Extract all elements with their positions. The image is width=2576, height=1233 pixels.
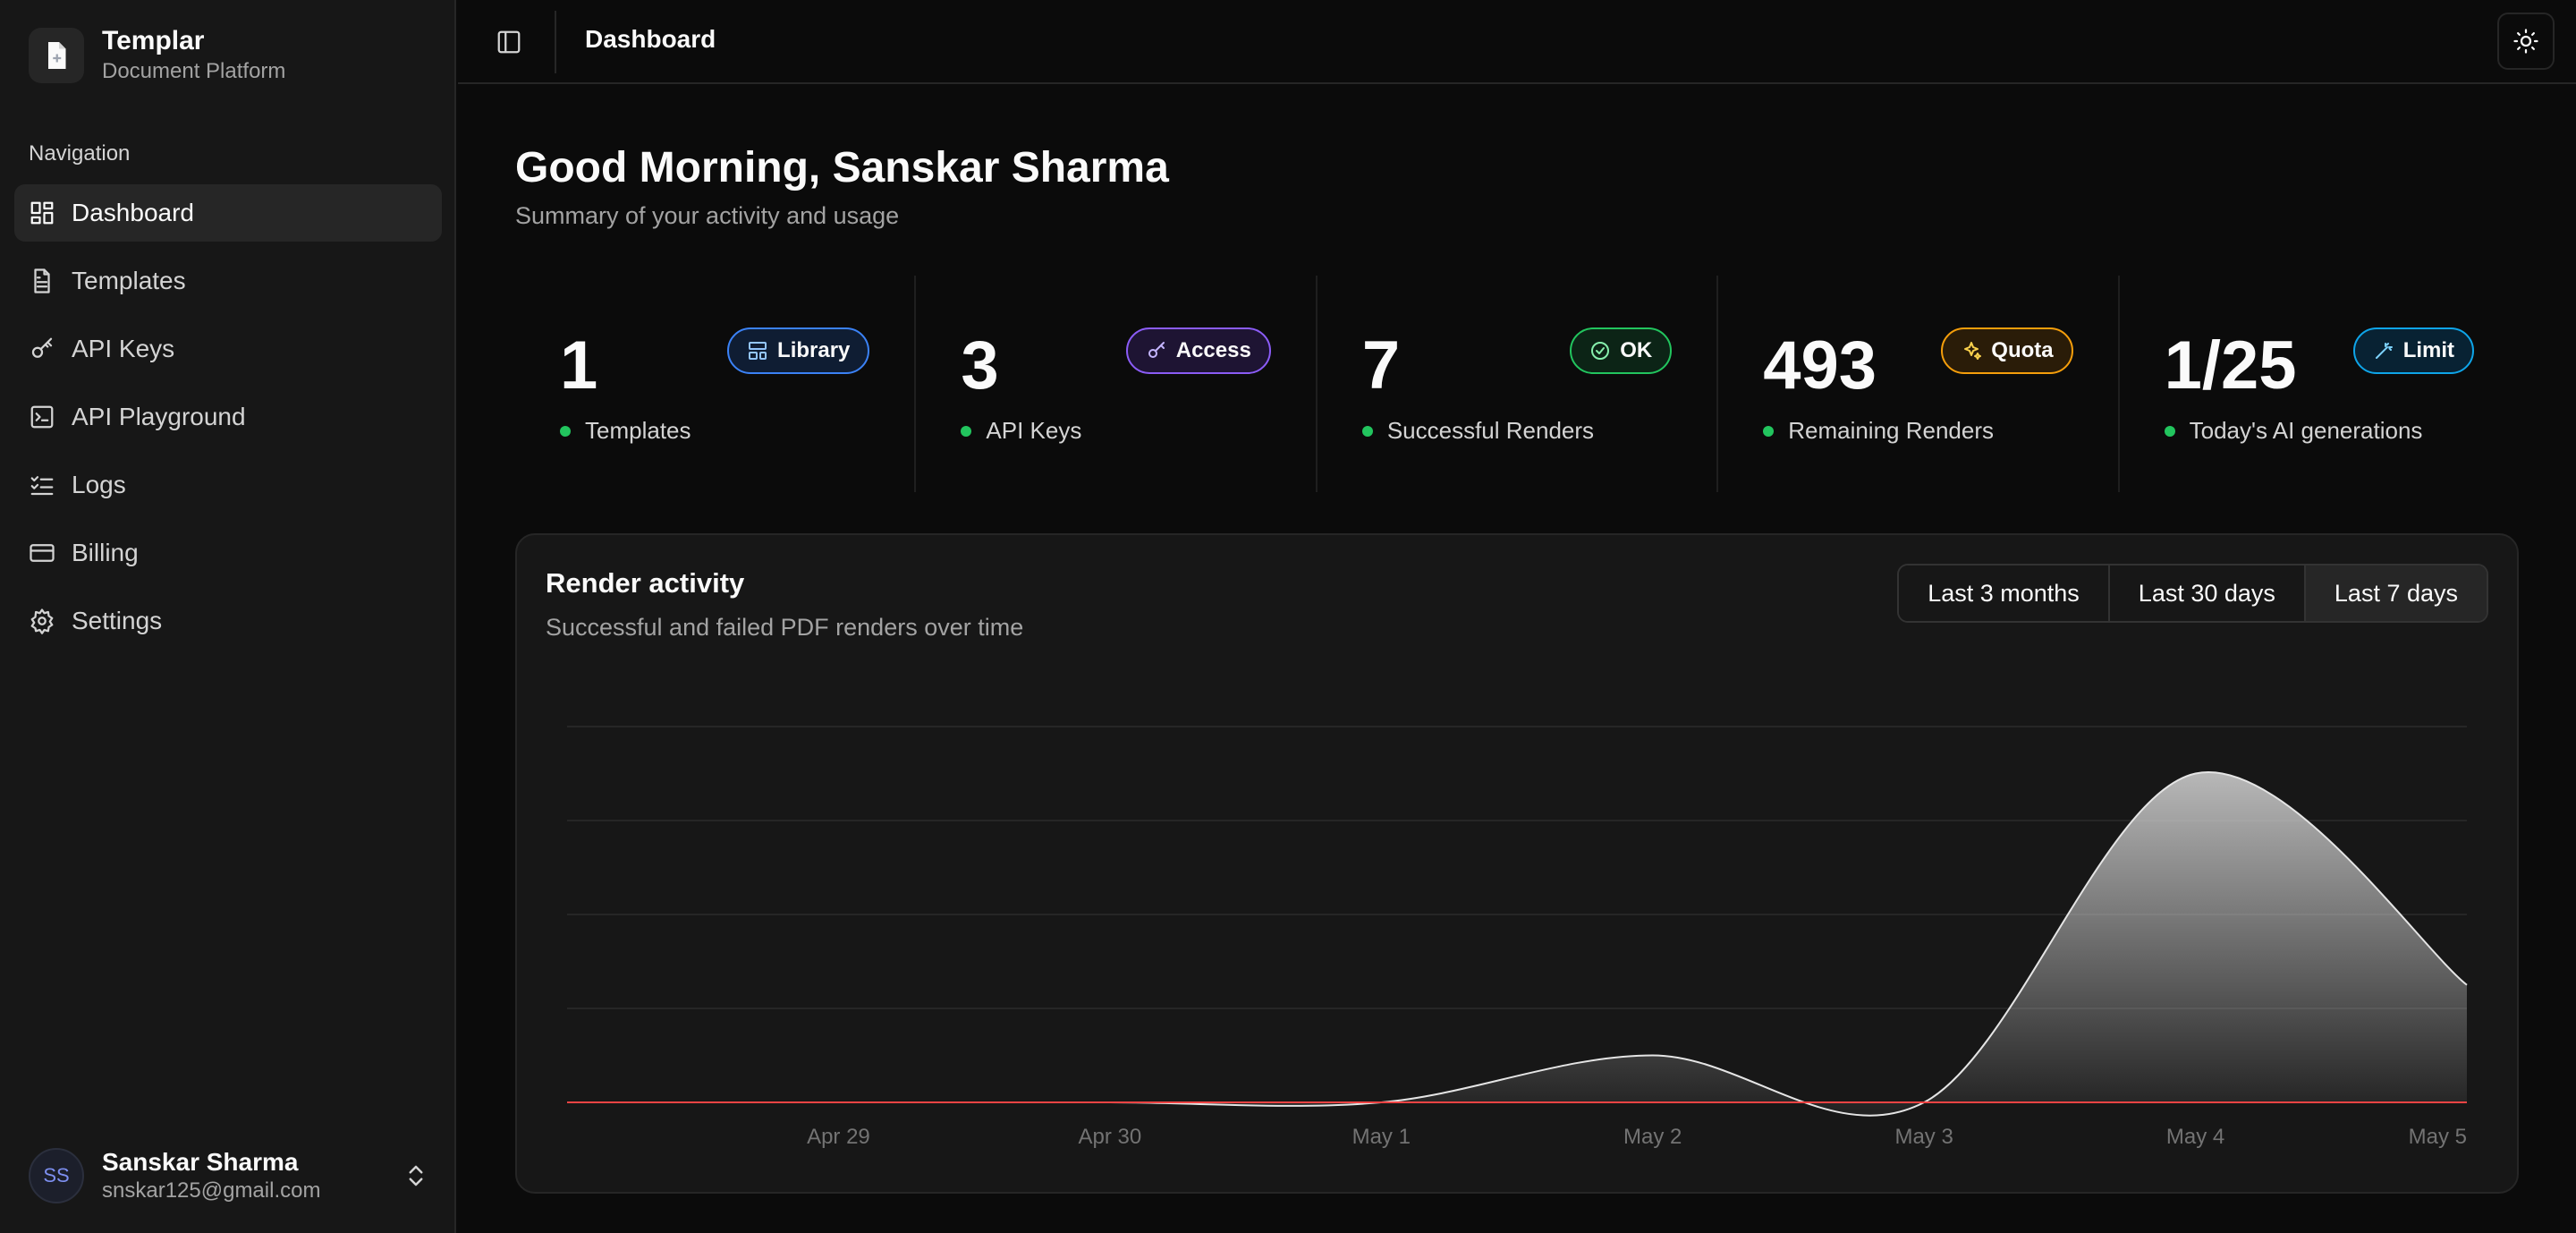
sidebar-item-label: API Playground [72, 403, 246, 430]
badge-label: Access [1175, 338, 1251, 362]
stat-label-text: Today's AI generations [2189, 417, 2423, 444]
layout-icon [749, 342, 767, 360]
stat-templates: 1 Library Templates [515, 276, 917, 492]
sidebar-item-label: API Keys [72, 335, 175, 362]
topbar: Dashboard [458, 0, 2576, 84]
stat-value: 493 [1763, 327, 1877, 404]
x-tick-label: May 5 [2409, 1125, 2467, 1149]
stat-badge-quota: Quota [1941, 327, 2073, 374]
status-dot [961, 425, 972, 437]
user-email: snskar125@gmail.com [102, 1178, 321, 1203]
card-title: Render activity [546, 567, 745, 599]
avatar: SS [29, 1148, 84, 1203]
render-activity-chart: Apr 29 Apr 30 May 1 May 2 May 3 May 4 May 5 [567, 726, 2468, 1149]
panel-left-icon [497, 30, 521, 54]
theme-toggle-button[interactable] [2497, 13, 2555, 70]
topbar-divider [555, 11, 556, 73]
badge-label: OK [1620, 338, 1653, 362]
stat-value: 3 [961, 327, 999, 404]
sidebar-item-dashboard[interactable]: Dashboard [14, 184, 442, 242]
sidebar-item-billing[interactable]: Billing [14, 524, 442, 582]
sidebar-item-label: Dashboard [72, 199, 194, 226]
stat-value: 7 [1361, 327, 1401, 404]
stat-remaining-renders: 493 Quota Remaining Renders [1718, 276, 2120, 492]
card-subtitle: Successful and failed PDF renders over t… [546, 614, 1024, 641]
stat-label-text: Templates [585, 417, 691, 444]
terminal-icon [30, 405, 54, 429]
brand-logo-icon [29, 28, 84, 83]
sun-icon [2513, 29, 2538, 54]
page-title: Dashboard [585, 25, 716, 53]
stat-label-text: API Keys [986, 417, 1082, 444]
list-checks-icon [30, 476, 54, 496]
range-button-30-days[interactable]: Last 30 days [2109, 565, 2306, 621]
stat-value: 1 [560, 327, 598, 404]
stat-label-text: Successful Renders [1386, 417, 1595, 444]
stat-badge-access: Access [1125, 327, 1271, 374]
status-dot [560, 425, 571, 437]
sidebar-item-api-keys[interactable]: API Keys [14, 320, 442, 378]
sidebar-item-label: Logs [72, 471, 126, 498]
stat-ai-generations: 1/25 Limit Today's AI generations [2120, 276, 2519, 492]
sidebar-item-settings[interactable]: Settings [14, 592, 442, 650]
status-dot [2164, 425, 2175, 437]
x-tick-label: May 2 [1623, 1125, 1682, 1149]
gear-icon [30, 608, 54, 634]
key-icon [1148, 342, 1165, 358]
stats-row: 1 Library Templates 3 Access API Keys 7 … [515, 276, 2519, 492]
stat-label: Templates [560, 417, 691, 445]
render-activity-card: Render activity Successful and failed PD… [515, 533, 2519, 1194]
stat-label: Today's AI generations [2164, 417, 2423, 445]
sidebar-item-label: Settings [72, 607, 163, 634]
user-name: Sanskar Sharma [102, 1148, 299, 1176]
stat-badge-library: Library [727, 327, 870, 374]
sidebar-item-label: Billing [72, 539, 139, 566]
key-icon [31, 337, 53, 358]
status-dot [1361, 425, 1373, 437]
wand-icon [2375, 343, 2393, 359]
greeting-subtitle: Summary of your activity and usage [515, 202, 900, 229]
series-area [567, 771, 2467, 1116]
range-button-3-months[interactable]: Last 3 months [1899, 565, 2110, 621]
sidebar-toggle-button[interactable] [490, 23, 528, 61]
sidebar-item-label: Templates [72, 267, 186, 294]
badge-label: Library [777, 338, 851, 362]
badge-label: Limit [2402, 338, 2455, 362]
stat-value: 1/25 [2164, 327, 2297, 404]
brand[interactable]: Templar Document Platform [29, 25, 285, 86]
stat-label: API Keys [961, 417, 1081, 445]
sidebar-item-api-playground[interactable]: API Playground [14, 388, 442, 446]
stat-badge-limit: Limit [2352, 327, 2475, 374]
user-menu[interactable]: SS Sanskar Sharma snskar125@gmail.com [29, 1147, 429, 1204]
x-tick-label: Apr 29 [807, 1125, 870, 1149]
sidebar-item-logs[interactable]: Logs [14, 456, 442, 514]
chevrons-up-down-icon[interactable] [402, 1162, 429, 1189]
stat-label-text: Remaining Renders [1788, 417, 1995, 444]
brand-subtitle: Document Platform [102, 59, 286, 83]
credit-card-icon [30, 544, 55, 562]
stat-label: Successful Renders [1361, 417, 1595, 445]
x-tick-label: May 3 [1894, 1125, 1953, 1149]
badge-label: Quota [1991, 338, 2054, 362]
stat-api-keys: 3 Access API Keys [916, 276, 1318, 492]
stat-label: Remaining Renders [1763, 417, 1994, 445]
greeting-heading: Good Morning, Sanskar Sharma [515, 144, 1169, 191]
sidebar: Templar Document Platform Navigation Das… [0, 0, 456, 1233]
stat-badge-ok: OK [1570, 327, 1673, 374]
range-button-7-days[interactable]: Last 7 days [2305, 565, 2487, 621]
sparkles-icon [1964, 342, 1982, 360]
dashboard-icon [30, 201, 54, 225]
file-text-icon [34, 268, 50, 293]
x-tick-label: Apr 30 [1078, 1125, 1141, 1149]
x-tick-label: May 1 [1352, 1125, 1411, 1149]
nav-heading: Navigation [29, 141, 131, 166]
brand-title: Templar [102, 26, 205, 55]
stat-successful-renders: 7 OK Successful Renders [1318, 276, 1719, 492]
status-dot [1763, 425, 1775, 437]
range-selector: Last 3 months Last 30 days Last 7 days [1897, 564, 2488, 623]
check-circle-icon [1591, 342, 1610, 360]
sidebar-nav: Dashboard Templates API Keys API Playgro… [14, 184, 442, 660]
sidebar-item-templates[interactable]: Templates [14, 252, 442, 310]
x-tick-label: May 4 [2166, 1125, 2224, 1149]
